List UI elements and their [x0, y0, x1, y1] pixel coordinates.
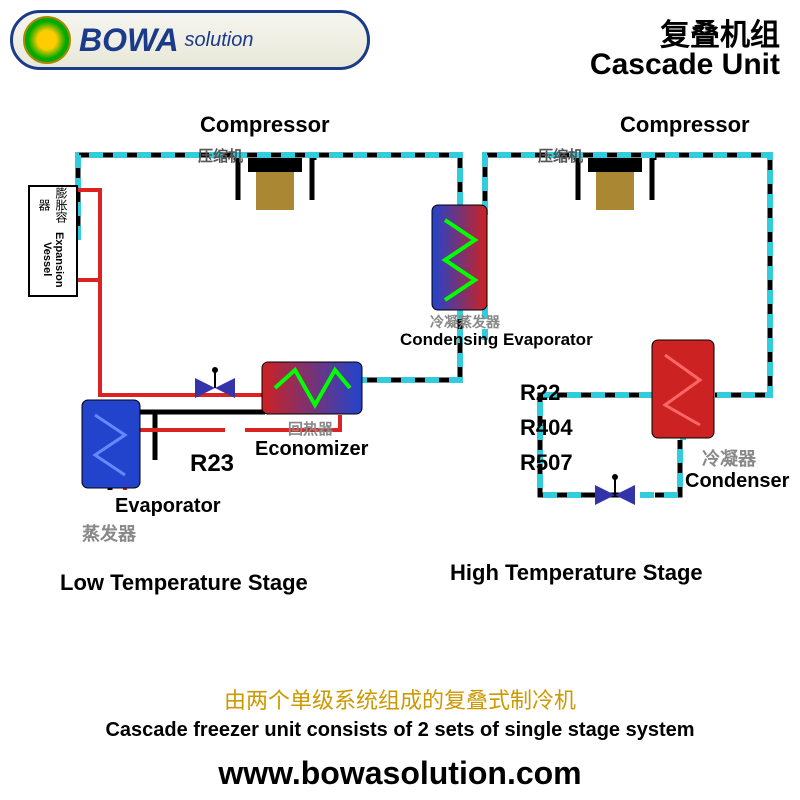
piping-svg [0, 100, 800, 700]
logo-sub: solution [185, 29, 254, 52]
refrig-high2: R404 [520, 415, 573, 441]
refrig-low: R23 [190, 450, 234, 478]
compressor1-label-cn: 压缩机 [198, 145, 243, 166]
compressor-1-shape [238, 158, 312, 210]
valve-2-shape [595, 474, 635, 505]
stage-high: High Temperature Stage [450, 560, 703, 586]
evaporator-en: Evaporator [115, 495, 221, 518]
compressor2-label-cn: 压缩机 [538, 145, 583, 166]
expansion-vessel: 膨胀容器 Expansion Vessel [28, 185, 78, 297]
refrig-high1: R22 [520, 380, 560, 406]
title-en: Cascade Unit [590, 48, 780, 82]
condenser-en: Condenser [685, 470, 789, 493]
condenser-shape [652, 340, 714, 438]
diagram: 膨胀容器 Expansion Vessel Compressor 压缩机 Com… [0, 100, 800, 700]
compressor-2-shape [578, 158, 652, 210]
condensing-evap-en: Condensing Evaporator [400, 330, 593, 350]
compressor2-label-en: Compressor [620, 112, 750, 138]
compressor1-label-en: Compressor [200, 112, 330, 138]
condensing-evap-cn: 冷凝蒸发器 [430, 312, 500, 332]
condensing-evaporator-shape [432, 205, 487, 310]
vessel-en: Expansion Vessel [41, 224, 65, 295]
footer-cn: 由两个单级系统组成的复叠式制冷机 [0, 683, 800, 715]
refrig-high3: R507 [520, 450, 573, 476]
footer-en: Cascade freezer unit consists of 2 sets … [0, 719, 800, 742]
economizer-cn: 回热器 [288, 418, 333, 439]
condenser-cn: 冷凝器 [702, 445, 756, 471]
logo-brand: BOWA [79, 22, 179, 59]
url: www.bowasolution.com [0, 755, 800, 792]
logo-icon [23, 16, 71, 64]
logo-box: BOWA solution [10, 10, 370, 70]
economizer-en: Economizer [255, 438, 368, 461]
economizer-shape [262, 362, 362, 414]
vessel-cn: 膨胀容器 [36, 187, 70, 224]
evaporator-cn: 蒸发器 [82, 520, 136, 546]
evaporator-shape [82, 400, 140, 488]
stage-low: Low Temperature Stage [60, 570, 308, 596]
